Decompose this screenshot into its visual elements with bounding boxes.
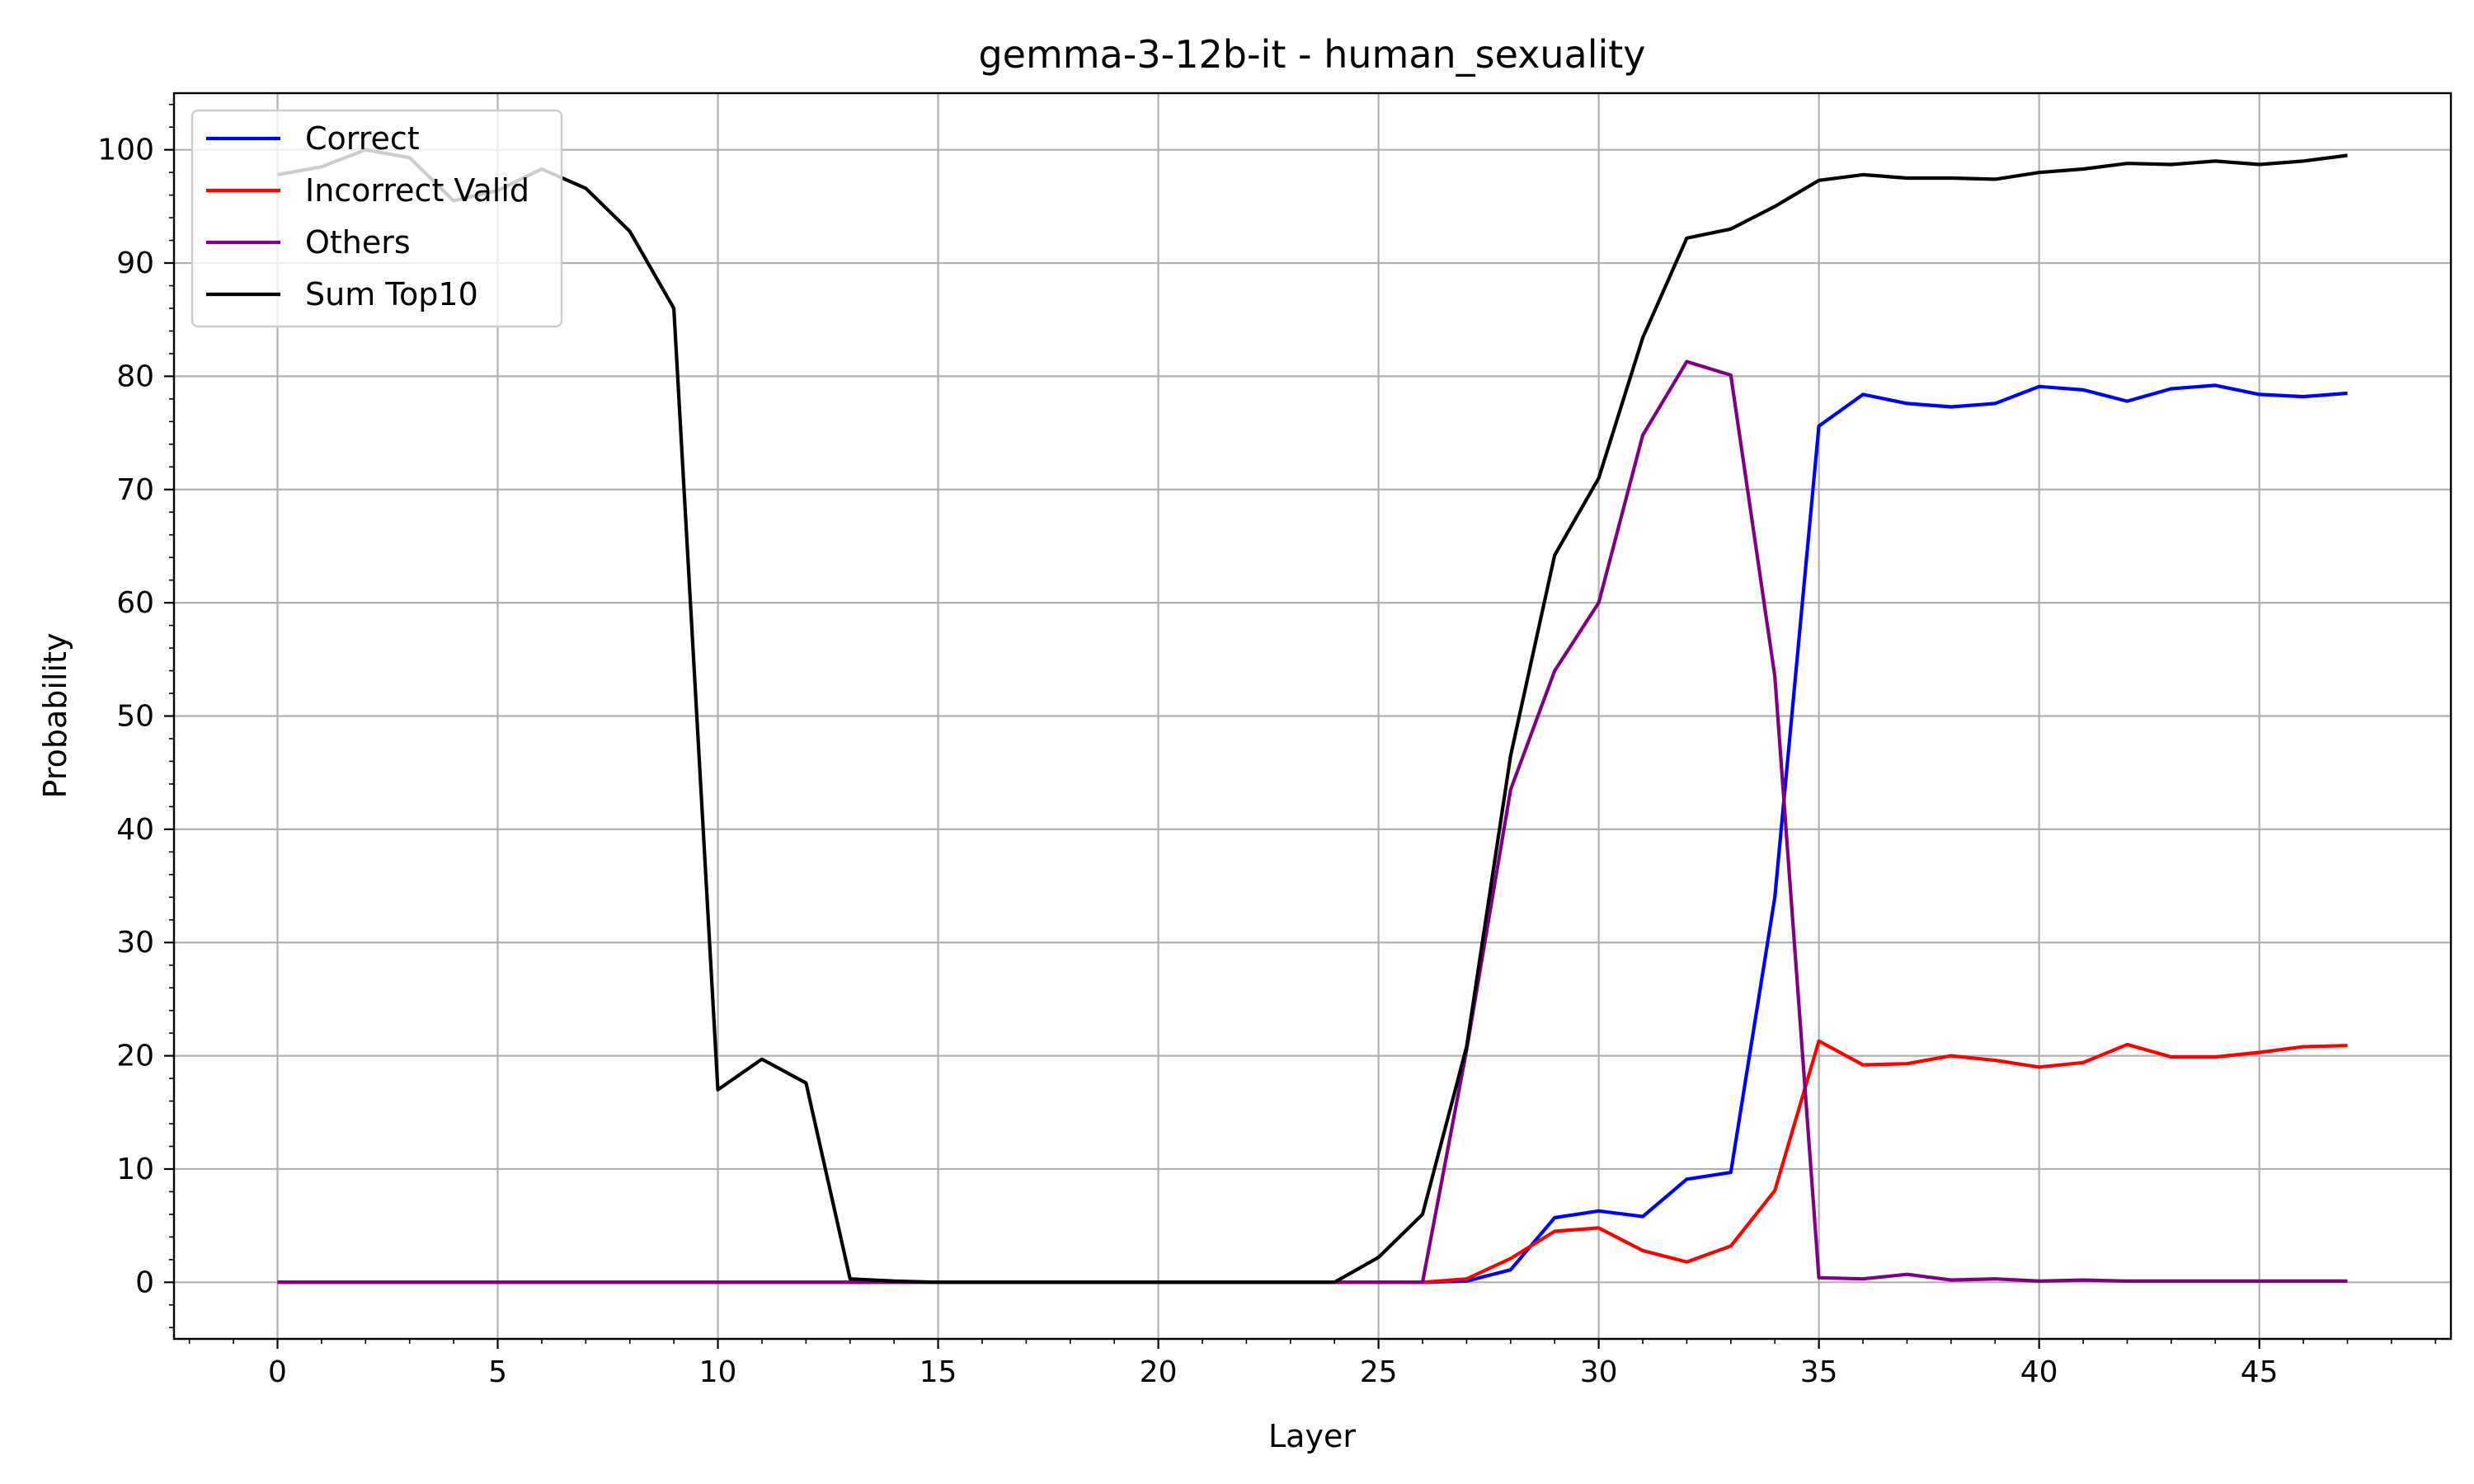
y-tick-label: 10 (116, 1153, 154, 1186)
axis-ticks: 0 5 10 15 20 25 30 35 40 45 0 10 20 30 40 50 60 70 80 90 100 (97, 103, 2437, 1389)
legend-label-incorrect-valid: Incorrect Valid (305, 172, 529, 209)
series-line-sum-top10 (277, 148, 2348, 1284)
legend-label-sum-top10: Sum Top10 (305, 276, 478, 312)
y-tick-label: 50 (116, 700, 154, 734)
y-axis-label: Probability (37, 633, 73, 799)
y-tick-label: 100 (97, 134, 154, 167)
x-tick-label: 5 (488, 1355, 507, 1389)
x-tick-label: 40 (2020, 1355, 2058, 1389)
series-lines (277, 148, 2348, 1284)
y-tick-label: 20 (116, 1040, 154, 1073)
y-tick-label: 90 (116, 247, 154, 280)
x-tick-label: 0 (268, 1355, 287, 1389)
y-tick-label: 0 (135, 1266, 154, 1299)
x-tick-label: 35 (1800, 1355, 1838, 1389)
x-tick-label: 25 (1360, 1355, 1398, 1389)
legend-label-others: Others (305, 224, 411, 261)
legend-label-correct: Correct (305, 120, 420, 157)
y-tick-label: 40 (116, 813, 154, 847)
legend-frame (190, 109, 563, 328)
x-tick-label: 15 (920, 1355, 957, 1389)
x-tick-label: 30 (1580, 1355, 1618, 1389)
x-tick-label: 20 (1140, 1355, 1178, 1389)
legend: Correct Incorrect Valid Others Sum Top10 (190, 109, 563, 328)
y-tick-label: 80 (116, 359, 154, 393)
x-tick-label: 45 (2241, 1355, 2279, 1389)
chart-title: gemma-3-12b-it - human_sexuality (978, 32, 1645, 77)
y-tick-label: 30 (116, 926, 154, 960)
x-axis-label: Layer (1268, 1418, 1356, 1454)
x-tick-label: 10 (699, 1355, 737, 1389)
y-tick-label: 60 (116, 586, 154, 620)
y-tick-label: 70 (116, 473, 154, 507)
